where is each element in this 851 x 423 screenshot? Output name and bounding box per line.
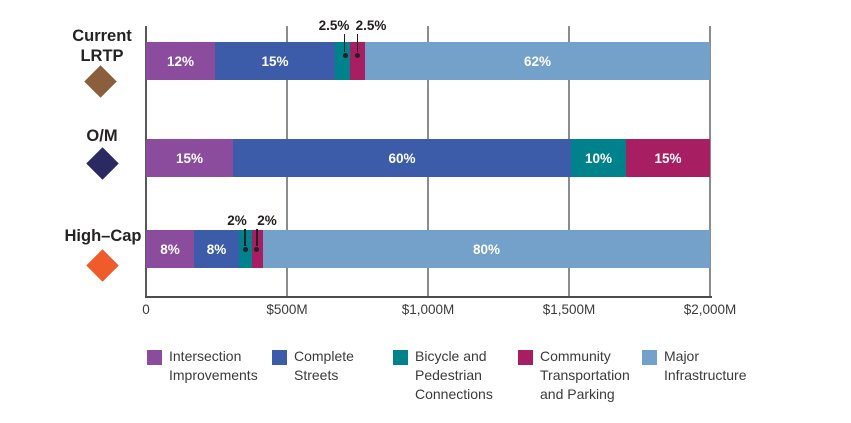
segment-complete-streets: 60% <box>233 139 571 177</box>
segment-label: 60% <box>388 150 416 166</box>
legend-label-line: Community <box>540 348 611 364</box>
axis-tick-500m: $500M <box>266 302 308 317</box>
callout-label-bicycle: 2.5% <box>318 18 350 33</box>
axis-tick-0: 0 <box>142 302 150 317</box>
category-label-line: O/M <box>86 127 118 145</box>
legend-swatch-intersection <box>147 350 162 365</box>
segment-label: 80% <box>472 241 501 257</box>
legend-swatch-community <box>518 350 533 365</box>
callout-leader-line <box>244 229 246 246</box>
segment-label: 15% <box>654 150 682 166</box>
callout-dot <box>253 246 259 252</box>
segment-complete-streets: 8% <box>194 230 239 268</box>
category-label-line: Current <box>72 27 132 45</box>
callout-dot <box>342 52 348 58</box>
segment-complete-streets: 15% <box>215 42 335 80</box>
segment-intersection-improvements: 8% <box>146 230 194 268</box>
axis-tick-1000m: $1,000M <box>401 302 455 317</box>
callout-label-community: 2.5% <box>355 18 387 33</box>
legend-label-line: Infrastructure <box>664 367 747 383</box>
segment-label: 15% <box>261 53 289 69</box>
segment-label: 8% <box>206 241 227 257</box>
segment-label: 15% <box>175 150 204 166</box>
axis-tick-2000m: $2,000M <box>683 302 737 317</box>
segment-community-transportation <box>350 42 365 80</box>
legend-label: Community Transportation and Parking <box>540 347 650 404</box>
segment-intersection-improvements: 15% <box>146 139 233 177</box>
gridline-2000m <box>709 26 711 297</box>
legend-label: Complete Streets <box>294 347 404 385</box>
legend-label-line: and Parking <box>540 386 615 402</box>
segment-label: 8% <box>160 241 180 257</box>
callout-dot <box>242 246 248 252</box>
legend-label-line: Streets <box>294 367 339 383</box>
bar-current-lrtp: 12% 15% 62% <box>146 42 710 80</box>
x-axis-line <box>145 296 712 298</box>
segment-label: 62% <box>523 53 552 69</box>
legend-label: Bicycle and Pedestrian Connections <box>415 347 525 404</box>
legend-label: Major Infrastructure <box>664 347 774 385</box>
legend-label-line: Complete <box>294 348 354 364</box>
segment-major-infrastructure: 80% <box>263 230 710 268</box>
segment-major-infrastructure: 62% <box>365 42 710 80</box>
category-label-line: High–Cap <box>64 227 142 245</box>
segment-bicycle-pedestrian: 10% <box>571 139 626 177</box>
legend-label-line: Connections <box>415 386 493 402</box>
callout-dot <box>354 52 360 58</box>
callout-leader-line <box>356 34 358 52</box>
callout-label-bicycle: 2% <box>227 213 247 228</box>
legend-label-line: Bicycle and <box>415 348 487 364</box>
legend-label: Intersection Improvements <box>169 347 279 385</box>
legend-label-line: Improvements <box>169 367 258 383</box>
legend-swatch-major-infrastructure <box>642 350 657 365</box>
callout-label-community: 2% <box>257 213 277 228</box>
diamond-icon-high-cap <box>86 249 119 282</box>
segment-community-transportation: 15% <box>626 139 710 177</box>
category-label-high-cap: High–Cap <box>43 226 163 246</box>
legend-label-line: Major <box>664 348 700 364</box>
segment-intersection-improvements: 12% <box>146 42 215 80</box>
callout-leader-line <box>256 229 258 246</box>
bar-high-cap: 8% 8% 80% <box>146 230 710 268</box>
legend-swatch-complete-streets <box>272 350 287 365</box>
diamond-icon-om <box>86 147 119 180</box>
legend-swatch-bicycle <box>393 350 408 365</box>
category-label-om: O/M <box>42 126 162 146</box>
legend-label-line: Pedestrian <box>415 367 482 383</box>
segment-bicycle-pedestrian <box>335 42 350 80</box>
segment-label: 10% <box>584 150 613 166</box>
axis-tick-1500m: $1,500M <box>542 302 596 317</box>
category-label-line: LRTP <box>80 47 124 65</box>
legend-label-line: Intersection <box>169 348 242 364</box>
callout-leader-line <box>343 34 345 52</box>
segment-label: 12% <box>166 53 195 69</box>
legend-label-line: Transportation <box>540 367 630 383</box>
bar-om: 15% 60% 10% 15% <box>146 139 710 177</box>
diamond-icon-current-lrtp <box>84 65 117 98</box>
category-label-current-lrtp: Current LRTP <box>42 26 162 66</box>
